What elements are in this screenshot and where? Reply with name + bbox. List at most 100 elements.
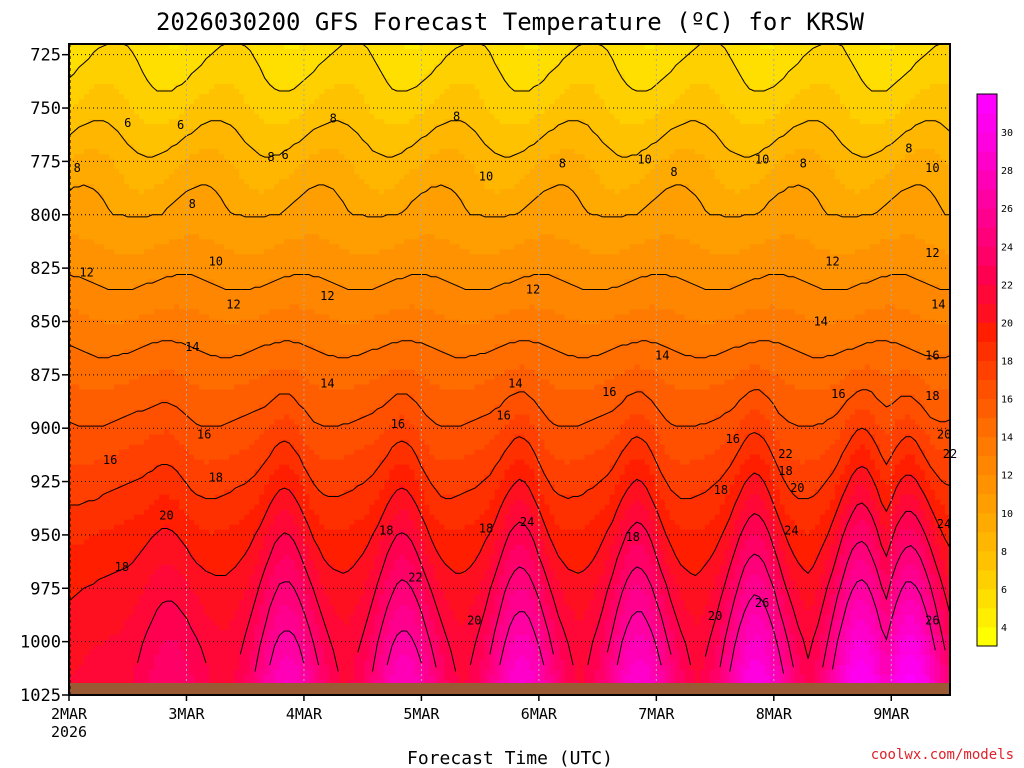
heatmap-cell: [124, 219, 130, 225]
heatmap-cell: [114, 545, 120, 551]
heatmap-cell: [79, 640, 85, 646]
heatmap-cell: [99, 209, 105, 215]
heatmap-cell: [89, 560, 95, 566]
heatmap-cell: [89, 364, 95, 370]
heatmap-cell: [94, 169, 100, 175]
heatmap-cell: [99, 299, 105, 305]
heatmap-cell: [114, 480, 120, 486]
heatmap-cell: [109, 480, 115, 486]
heatmap-cell: [119, 234, 125, 240]
heatmap-cell: [94, 385, 100, 391]
heatmap-cell: [114, 375, 120, 381]
heatmap-cell: [74, 279, 80, 285]
heatmap-cell: [114, 670, 120, 676]
heatmap-cell: [104, 224, 110, 230]
heatmap-cell: [114, 109, 120, 115]
heatmap-cell: [124, 84, 130, 90]
heatmap-cell: [124, 94, 130, 100]
heatmap-cell: [99, 410, 105, 416]
heatmap-cell: [104, 500, 110, 506]
heatmap-cell: [134, 309, 140, 315]
heatmap-cell: [134, 304, 140, 310]
heatmap-cell: [129, 490, 135, 496]
heatmap-cell: [109, 655, 115, 661]
heatmap-cell: [129, 535, 135, 541]
heatmap-cell: [89, 84, 95, 90]
heatmap-cell: [129, 585, 135, 591]
heatmap-cell: [89, 605, 95, 611]
heatmap-cell: [114, 119, 120, 125]
heatmap-cell: [74, 349, 80, 355]
heatmap-cell: [134, 354, 140, 360]
heatmap-cell: [104, 610, 110, 616]
heatmap-cell: [104, 49, 110, 55]
heatmap-cell: [109, 545, 115, 551]
heatmap-cell: [94, 264, 100, 270]
heatmap-cell: [129, 570, 135, 576]
heatmap-cell: [89, 475, 95, 481]
heatmap-cell: [119, 675, 125, 681]
heatmap-cell: [99, 104, 105, 110]
heatmap-cell: [124, 670, 130, 676]
heatmap-cell: [79, 515, 85, 521]
heatmap-cell: [79, 179, 85, 185]
heatmap-cell: [99, 294, 105, 300]
heatmap-cell: [99, 259, 105, 265]
heatmap-cell: [74, 299, 80, 305]
heatmap-cell: [124, 294, 130, 300]
heatmap-cell: [79, 224, 85, 230]
heatmap-cell: [114, 289, 120, 295]
heatmap-cell: [94, 545, 100, 551]
heatmap-cell: [124, 425, 130, 431]
heatmap-cell: [99, 570, 105, 576]
heatmap-cell: [119, 189, 125, 195]
heatmap-cell: [74, 370, 80, 376]
heatmap-cell: [114, 174, 120, 180]
heatmap-cell: [119, 495, 125, 501]
heatmap-cell: [119, 294, 125, 300]
heatmap-cell: [104, 620, 110, 626]
heatmap-cell: [109, 635, 115, 641]
heatmap-cell: [134, 319, 140, 325]
heatmap-cell: [119, 515, 125, 521]
heatmap-cell: [94, 630, 100, 636]
heatmap-cell: [119, 490, 125, 496]
heatmap-cell: [124, 364, 130, 370]
heatmap-cell: [89, 319, 95, 325]
heatmap-cell: [89, 640, 95, 646]
heatmap-cell: [129, 74, 135, 80]
heatmap-cell: [84, 610, 90, 616]
heatmap-cell: [124, 635, 130, 641]
heatmap-cell: [119, 219, 125, 225]
heatmap-cell: [104, 164, 110, 170]
heatmap-cell: [94, 655, 100, 661]
heatmap-cell: [79, 354, 85, 360]
heatmap-cell: [84, 535, 90, 541]
heatmap-cell: [109, 385, 115, 391]
heatmap-cell: [129, 545, 135, 551]
heatmap-cell: [134, 114, 140, 120]
heatmap-cell: [79, 385, 85, 391]
heatmap-cell: [99, 204, 105, 210]
heatmap-cell: [134, 525, 140, 531]
heatmap-cell: [124, 154, 130, 160]
heatmap-cell: [94, 104, 100, 110]
heatmap-cell: [134, 184, 140, 190]
heatmap-cell: [114, 550, 120, 556]
heatmap-cell: [99, 69, 105, 75]
heatmap-cell: [84, 640, 90, 646]
heatmap-cell: [109, 425, 115, 431]
heatmap-cell: [94, 144, 100, 150]
heatmap-cell: [104, 615, 110, 621]
heatmap-cell: [114, 530, 120, 536]
heatmap-cell: [104, 495, 110, 501]
heatmap-cell: [134, 254, 140, 260]
heatmap-cell: [99, 555, 105, 561]
heatmap-cell: [124, 660, 130, 666]
heatmap-cell: [114, 189, 120, 195]
heatmap-cell: [89, 134, 95, 140]
heatmap-cell: [109, 204, 115, 210]
heatmap-cell: [134, 540, 140, 546]
heatmap-cell: [129, 465, 135, 471]
heatmap-cell: [129, 64, 135, 70]
